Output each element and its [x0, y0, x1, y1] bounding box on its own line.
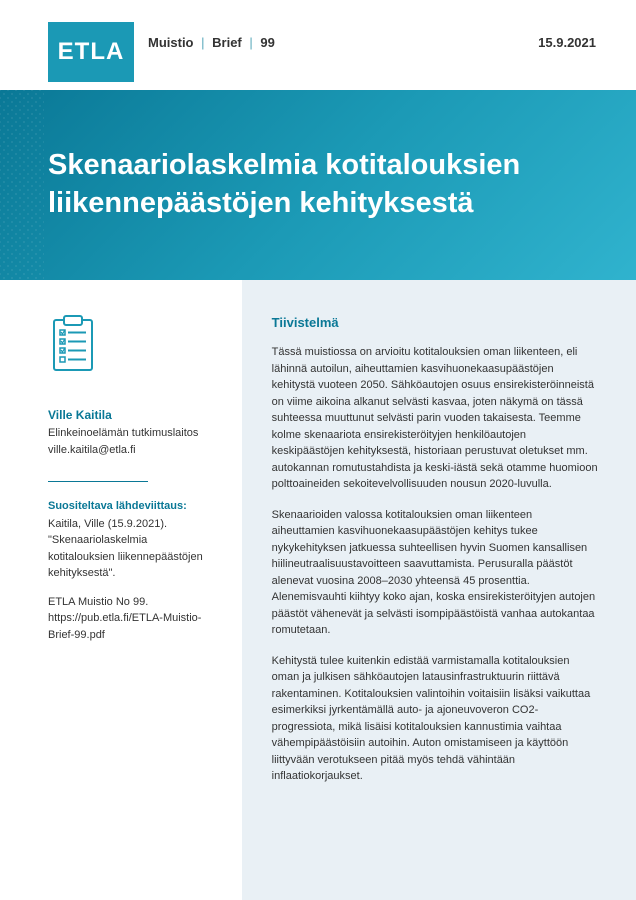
citation-block: Suositeltava lähdeviittaus: Kaitila, Vil…	[48, 500, 214, 644]
abstract-paragraph: Kehitystä tulee kuitenkin edistää varmis…	[272, 653, 598, 785]
citation-text: Kaitila, Ville (15.9.2021). "Skenaariola…	[48, 516, 214, 582]
author-org: Elinkeinoelämän tutkimuslaitos	[48, 426, 214, 441]
separator: |	[249, 35, 252, 50]
abstract-title: Tiivistelmä	[272, 315, 598, 330]
separator: |	[201, 35, 204, 50]
document-date: 15.9.2021	[538, 35, 596, 50]
citation-url: https://pub.etla.fi/ETLA-Muistio-Brief-9…	[48, 610, 214, 643]
issue-number: 99	[260, 35, 274, 50]
author-block: Ville Kaitila Elinkeinoelämän tutkimusla…	[48, 408, 214, 459]
document-meta: Muistio | Brief | 99	[148, 35, 275, 50]
author-email: ville.kaitila@etla.fi	[48, 443, 214, 458]
divider	[48, 481, 148, 482]
doctype-fi: Muistio	[148, 35, 194, 50]
citation-label: Suositeltava lähdeviittaus:	[48, 500, 214, 512]
content-area: Ville Kaitila Elinkeinoelämän tutkimusla…	[0, 280, 636, 900]
brand-logo: ETLA	[48, 22, 134, 82]
abstract-paragraph: Tässä muistiossa on arvioitu kotitalouks…	[272, 344, 598, 493]
header-band: ETLA Muistio | Brief | 99 15.9.2021	[0, 0, 636, 90]
doctype-en: Brief	[212, 35, 242, 50]
abstract-column: Tiivistelmä Tässä muistiossa on arvioitu…	[242, 280, 636, 900]
logo-text: ETLA	[58, 38, 125, 66]
left-column: Ville Kaitila Elinkeinoelämän tutkimusla…	[0, 280, 242, 900]
title-banner: Skenaariolaskelmia kotitalouksien liiken…	[0, 90, 636, 280]
citation-series: ETLA Muistio No 99.	[48, 594, 214, 611]
abstract-paragraph: Skenaarioiden valossa kotitalouksien oma…	[272, 507, 598, 639]
document-title: Skenaariolaskelmia kotitalouksien liiken…	[48, 147, 588, 222]
author-name: Ville Kaitila	[48, 408, 214, 422]
clipboard-icon	[48, 315, 214, 378]
